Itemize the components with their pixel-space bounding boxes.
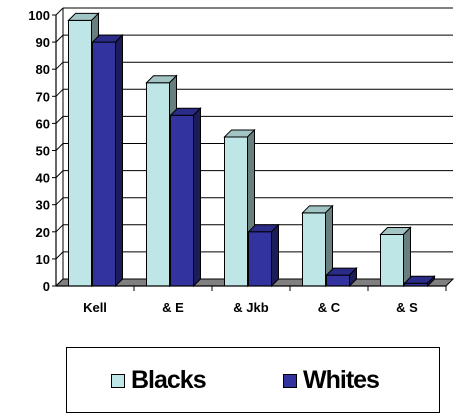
gridline-connector (55, 224, 64, 233)
gridline-connector (55, 116, 64, 124)
bar-side (193, 107, 201, 288)
bar-chart: 0 10 20 30 40 50 60 70 80 90 100 Kell & E & Jkb & C & … (28, 7, 455, 315)
x-category-label: & E (162, 300, 184, 315)
x-category-label: & Jkb (233, 300, 268, 315)
bar-whites-2 (247, 223, 280, 288)
bar-blacks-3 (301, 204, 334, 288)
bar-whites-3 (325, 266, 358, 288)
gridline-connector (55, 34, 64, 43)
bar-blacks-4 (379, 226, 412, 288)
y-tick-label: 90 (36, 35, 50, 50)
bar-front (380, 234, 404, 287)
y-tick-label: 40 (36, 171, 50, 186)
y-tick-labels: 0 10 20 30 40 50 60 70 80 90 100 (28, 8, 50, 294)
gridline-connector (55, 170, 64, 178)
bar-side (115, 33, 123, 288)
bars (67, 12, 436, 288)
bar-front (302, 212, 326, 287)
bar-side (427, 275, 435, 288)
bar-front (92, 41, 116, 287)
legend-label-whites: Whites (303, 366, 380, 394)
gridline-connector (55, 251, 64, 260)
bar-whites-4 (403, 275, 436, 288)
y-tick-label: 0 (43, 279, 50, 294)
gridline-connector (55, 88, 64, 97)
bar-side (349, 266, 357, 288)
gridline-connector (55, 143, 64, 151)
legend-swatch-blacks (111, 373, 125, 388)
y-tick-label: 30 (36, 198, 50, 213)
bar-front (170, 114, 194, 287)
y-tick-label: 20 (36, 225, 50, 240)
y-tick-label: 100 (28, 8, 50, 23)
bar-whites-1 (169, 107, 202, 288)
x-category-label: & C (318, 300, 341, 315)
gridline-connector (55, 61, 64, 70)
bar-front (248, 231, 272, 287)
axes (52, 14, 447, 291)
gridline-connector (55, 197, 64, 206)
legend-swatch-whites (283, 373, 297, 388)
bar-front (68, 19, 92, 287)
bar-front (326, 274, 350, 287)
bar-front (224, 136, 248, 287)
gridline-connector (55, 7, 64, 16)
y-tick-label: 70 (36, 89, 50, 104)
bar-side (403, 226, 411, 288)
legend-item-blacks: Blacks (111, 366, 207, 395)
x-category-label: & S (396, 300, 418, 315)
bar-side (271, 223, 279, 288)
x-category-labels: Kell & E & Jkb & C & S (83, 300, 418, 315)
y-tick-label: 50 (36, 144, 50, 159)
x-category-label: Kell (83, 300, 107, 315)
bar-whites-0 (91, 33, 124, 288)
bar-front (146, 82, 170, 287)
legend-label-blacks: Blacks (131, 366, 207, 394)
y-tick-label: 10 (36, 252, 50, 267)
y-tick-label: 60 (36, 116, 50, 131)
y-tick-label: 80 (36, 62, 50, 77)
legend: Blacks Whites (66, 347, 440, 413)
legend-item-whites: Whites (283, 366, 380, 395)
